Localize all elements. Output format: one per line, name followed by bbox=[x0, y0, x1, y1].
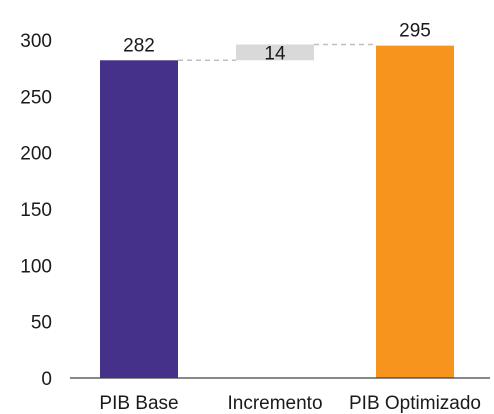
y-tick-label: 200 bbox=[20, 144, 52, 165]
bars bbox=[100, 44, 454, 379]
y-tick-label: 150 bbox=[20, 200, 52, 221]
x-category-label: Incremento bbox=[227, 393, 322, 414]
y-tick-label: 0 bbox=[41, 369, 52, 390]
data-label: 14 bbox=[264, 43, 286, 64]
x-category-label: PIB Base bbox=[99, 393, 178, 414]
data-label: 282 bbox=[123, 35, 155, 56]
y-tick-label: 50 bbox=[31, 313, 52, 334]
connector-lines bbox=[178, 43, 376, 62]
x-category-label: PIB Optimizado bbox=[349, 393, 481, 414]
y-tick-label: 250 bbox=[20, 87, 52, 108]
data-labels: 282 14 295 bbox=[123, 21, 431, 65]
bar-pib-base bbox=[100, 60, 178, 378]
y-tick-label: 300 bbox=[20, 31, 52, 52]
category-labels: PIB Base Incremento PIB Optimizado bbox=[99, 393, 481, 414]
y-axis-ticks: 0 50 100 150 200 250 300 bbox=[20, 31, 52, 390]
bar-incremento bbox=[236, 44, 314, 61]
data-label: 295 bbox=[399, 21, 431, 42]
bar-pib-optimizado bbox=[376, 45, 454, 379]
y-tick-label: 100 bbox=[20, 256, 52, 277]
